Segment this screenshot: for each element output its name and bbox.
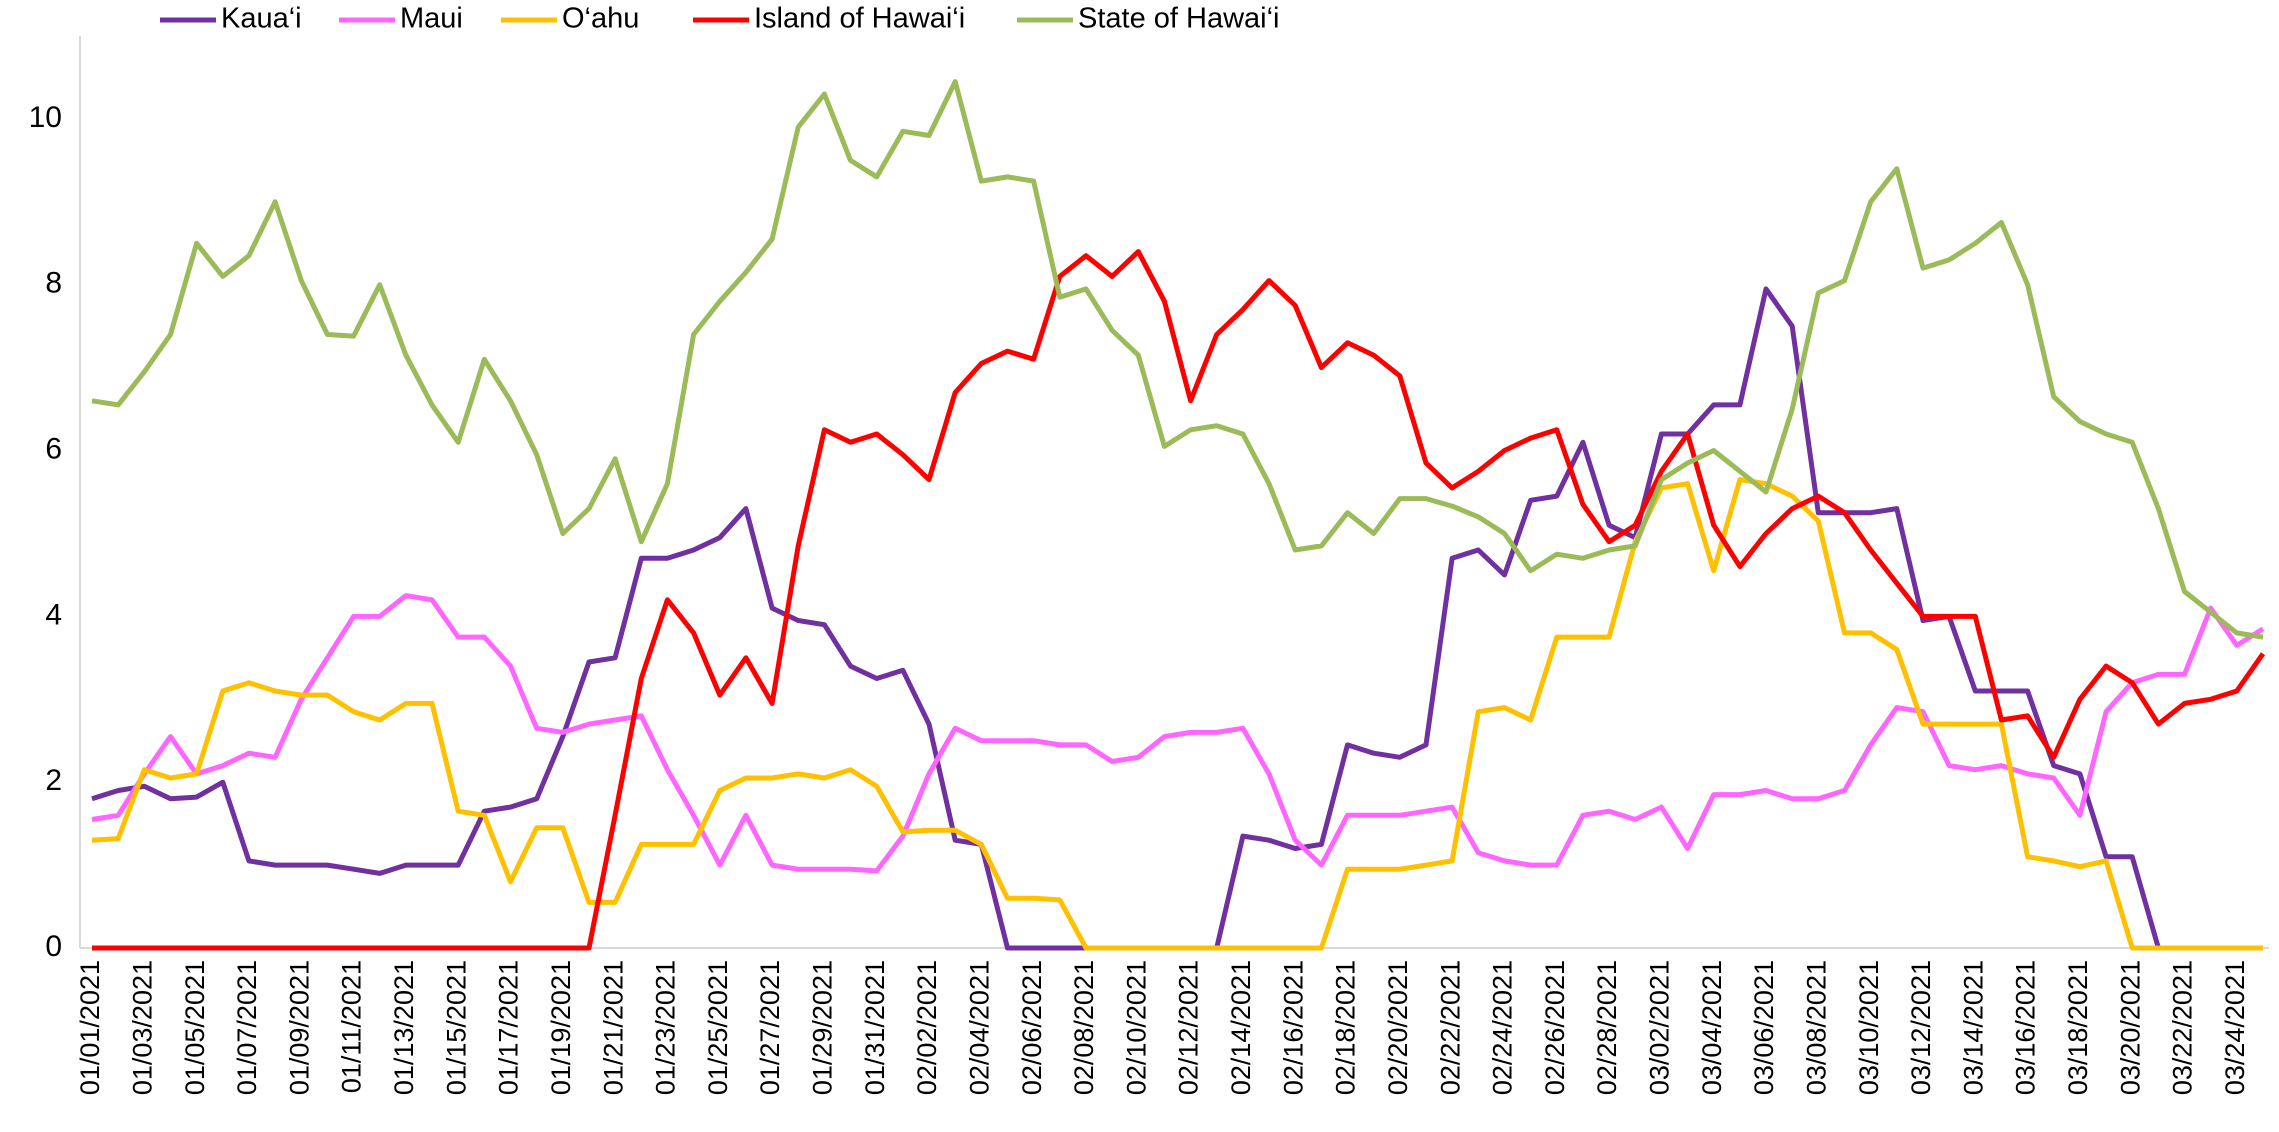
y-tick-label: 10: [29, 101, 62, 134]
series-line: [91, 79, 2264, 640]
y-tick-label: 0: [45, 930, 62, 963]
x-tick-label: 01/05/2021: [180, 960, 210, 1095]
x-tick-label: 03/10/2021: [1854, 960, 1884, 1095]
x-tick-label: 01/25/2021: [703, 960, 733, 1095]
x-tick-label: 03/02/2021: [1645, 960, 1675, 1095]
legend-label: Kaua‘i: [221, 3, 302, 35]
x-tick-label: 02/10/2021: [1121, 960, 1151, 1095]
x-tick-label: 01/11/2021: [337, 960, 367, 1093]
x-tick-label: 03/20/2021: [2115, 960, 2145, 1095]
legend-label: Island of Hawai‘i: [754, 3, 965, 35]
y-tick-label: 8: [45, 267, 62, 300]
x-tick-label: 01/27/2021: [755, 960, 785, 1095]
y-tick-label: 2: [45, 764, 62, 797]
y-tick-label: 6: [45, 432, 62, 465]
x-tick-label: 02/04/2021: [964, 960, 994, 1095]
x-tick-label: 02/20/2021: [1383, 960, 1413, 1095]
x-tick-label: 02/16/2021: [1278, 960, 1308, 1095]
legend-label: O‘ahu: [562, 3, 639, 35]
x-tick-label: 03/04/2021: [1697, 960, 1727, 1095]
legend-label: Maui: [400, 3, 463, 35]
x-tick-label: 02/28/2021: [1592, 960, 1622, 1095]
x-tick-label: 03/18/2021: [2063, 960, 2093, 1095]
x-tick-label: 03/16/2021: [2011, 960, 2041, 1095]
x-tick-label: 03/22/2021: [2168, 960, 2198, 1095]
x-tick-label: 02/26/2021: [1540, 960, 1570, 1095]
x-tick-label: 01/01/2021: [75, 960, 105, 1095]
legend-label: State of Hawai‘i: [1078, 3, 1280, 35]
x-tick-label: 03/24/2021: [2220, 960, 2250, 1095]
x-tick-label: 01/15/2021: [441, 960, 471, 1095]
x-tick-label: 01/03/2021: [127, 960, 157, 1095]
x-tick-label: 02/22/2021: [1435, 960, 1465, 1095]
x-tick-label: 02/18/2021: [1331, 960, 1361, 1095]
x-tick-label: 01/29/2021: [808, 960, 838, 1095]
x-tick-label: 01/19/2021: [546, 960, 576, 1095]
x-tick-label: 02/12/2021: [1174, 960, 1204, 1095]
x-tick-label: 01/07/2021: [232, 960, 262, 1095]
x-tick-label: 02/06/2021: [1017, 960, 1047, 1095]
x-tick-label: 01/23/2021: [651, 960, 681, 1095]
x-tick-label: 01/21/2021: [598, 960, 628, 1095]
x-tick-label: 02/14/2021: [1226, 960, 1256, 1095]
x-tick-label: 02/24/2021: [1488, 960, 1518, 1095]
x-tick-label: 01/31/2021: [860, 960, 890, 1095]
y-tick-label: 4: [45, 598, 62, 631]
x-tick-label: 03/14/2021: [1958, 960, 1988, 1095]
x-tick-label: 03/06/2021: [1749, 960, 1779, 1095]
series-line: [91, 593, 2265, 874]
x-tick-label: 01/17/2021: [494, 960, 524, 1095]
series-line: [91, 477, 2263, 951]
x-tick-label: 01/13/2021: [389, 960, 419, 1095]
x-tick-label: 03/08/2021: [1801, 960, 1831, 1095]
x-tick-label: 02/08/2021: [1069, 960, 1099, 1095]
series-line: [92, 249, 2266, 951]
x-tick-label: 03/12/2021: [1906, 960, 1936, 1095]
x-tick-label: 01/09/2021: [284, 960, 314, 1095]
x-tick-label: 02/02/2021: [912, 960, 942, 1095]
